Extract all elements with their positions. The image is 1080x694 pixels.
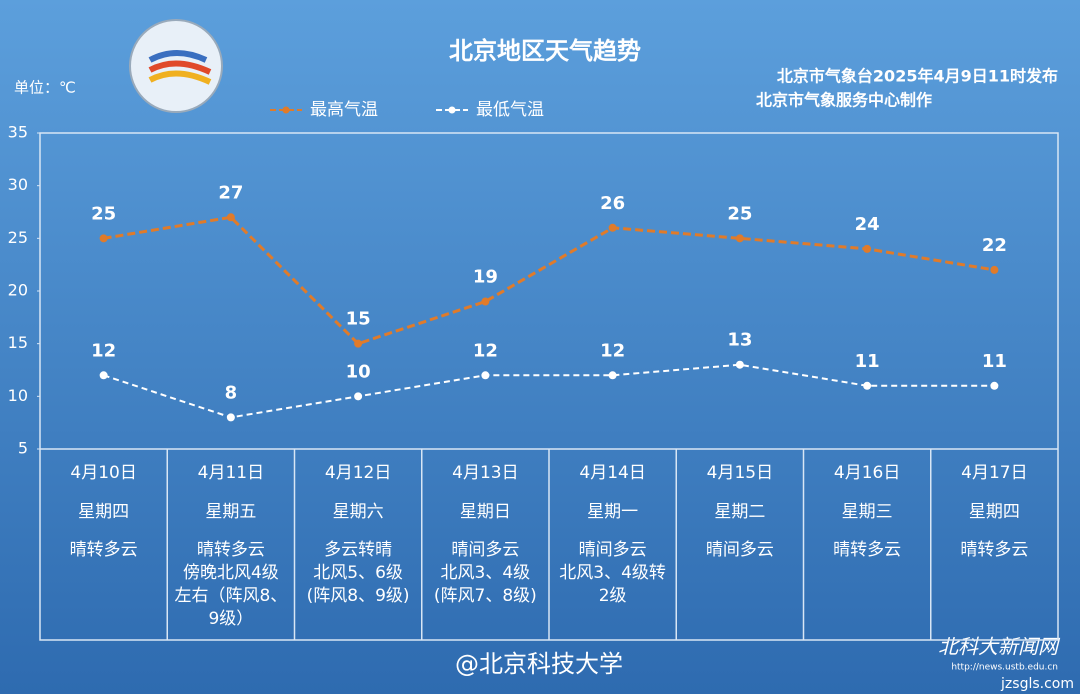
point xyxy=(226,413,235,422)
data-label: 25 xyxy=(91,203,116,224)
legend-label: 最低气温 xyxy=(476,100,544,120)
weather-text: (阵风7、8级) xyxy=(434,586,537,606)
point xyxy=(863,244,872,253)
weather-text: 傍晚北风4级 xyxy=(183,563,279,583)
date-label: 4月17日 xyxy=(961,463,1027,483)
date-label: 4月16日 xyxy=(834,463,900,483)
point xyxy=(354,392,363,401)
point xyxy=(735,360,744,369)
y-tick-label: 5 xyxy=(18,439,28,458)
date-label: 4月11日 xyxy=(198,463,264,483)
point xyxy=(990,265,999,274)
date-label: 4月14日 xyxy=(579,463,645,483)
data-label: 12 xyxy=(91,340,116,361)
source: jzsgls.com xyxy=(1000,676,1074,692)
weather-text: 晴间多云 xyxy=(706,540,774,560)
point xyxy=(481,297,490,306)
weather-text: 北风3、4级转 xyxy=(559,563,666,583)
weekday-label: 星期一 xyxy=(587,502,638,522)
data-label: 12 xyxy=(600,340,625,361)
data-label: 27 xyxy=(218,182,243,203)
weekday-label: 星期四 xyxy=(78,502,129,522)
note: 北京市气象台2025年4月9日11时发布 xyxy=(777,67,1058,86)
data-label: 10 xyxy=(346,361,371,382)
point xyxy=(735,234,744,243)
point xyxy=(99,371,108,380)
weekday-label: 星期六 xyxy=(333,502,384,522)
weather-text: 2级 xyxy=(599,586,627,606)
weather-text: 北风3、4级 xyxy=(441,563,531,583)
weekday-label: 星期四 xyxy=(969,502,1020,522)
y-tick-label: 15 xyxy=(8,333,28,352)
point xyxy=(863,381,872,390)
weather-text: 9级） xyxy=(208,609,253,629)
weather-text: 晴转多云 xyxy=(960,540,1028,560)
point xyxy=(481,371,490,380)
weather-text: 左右（阵风8、 xyxy=(174,586,287,606)
data-label: 22 xyxy=(982,235,1007,256)
data-label: 24 xyxy=(855,214,880,235)
y-tick-label: 35 xyxy=(8,123,28,142)
point xyxy=(608,223,617,232)
data-label: 12 xyxy=(473,340,498,361)
weekday-label: 星期二 xyxy=(714,502,765,522)
watermark: @北京科技大学 xyxy=(455,650,623,678)
point xyxy=(608,371,617,380)
series-line xyxy=(103,215,995,346)
site-url: http://news.ustb.edu.cn xyxy=(951,663,1058,673)
point xyxy=(99,234,108,243)
weather-text: 北风5、6级 xyxy=(313,563,403,583)
data-label: 8 xyxy=(225,382,238,403)
data-label: 13 xyxy=(727,330,752,351)
weather-text: 多云转晴 xyxy=(324,540,392,560)
legend-label: 最高气温 xyxy=(310,100,378,120)
date-label: 4月13日 xyxy=(452,463,518,483)
weekday-label: 星期三 xyxy=(842,502,893,522)
logo xyxy=(129,19,223,113)
date-label: 4月12日 xyxy=(325,463,391,483)
point xyxy=(990,381,999,390)
data-label: 25 xyxy=(727,203,752,224)
y-tick-label: 30 xyxy=(8,175,28,194)
site-name: 北科大新闻网 xyxy=(938,635,1061,659)
data-label: 11 xyxy=(855,351,880,372)
unit-label: 单位：℃ xyxy=(14,79,76,97)
note: 北京市气象服务中心制作 xyxy=(756,91,932,110)
data-label: 26 xyxy=(600,193,625,214)
weather-text: 晴转多云 xyxy=(197,540,265,560)
chart-title: 北京地区天气趋势 xyxy=(449,37,641,65)
data-label: 19 xyxy=(473,267,498,288)
date-label: 4月10日 xyxy=(70,463,136,483)
weather-text: 晴间多云 xyxy=(451,540,519,560)
weather-text: (阵风8、9级) xyxy=(307,586,410,606)
data-label: 15 xyxy=(346,309,371,330)
y-tick-label: 10 xyxy=(8,386,28,405)
legend-marker xyxy=(282,106,290,114)
point xyxy=(354,339,363,348)
weather-text: 晴间多云 xyxy=(579,540,647,560)
y-tick-label: 25 xyxy=(8,228,28,247)
weekday-label: 星期日 xyxy=(460,502,511,522)
date-label: 4月15日 xyxy=(707,463,773,483)
point xyxy=(226,213,235,222)
legend-marker xyxy=(448,106,456,114)
series-line xyxy=(103,363,995,419)
weather-text: 晴转多云 xyxy=(70,540,138,560)
data-label: 11 xyxy=(982,351,1007,372)
y-tick-label: 20 xyxy=(8,281,28,300)
weather-text: 晴转多云 xyxy=(833,540,901,560)
weekday-label: 星期五 xyxy=(205,502,256,522)
